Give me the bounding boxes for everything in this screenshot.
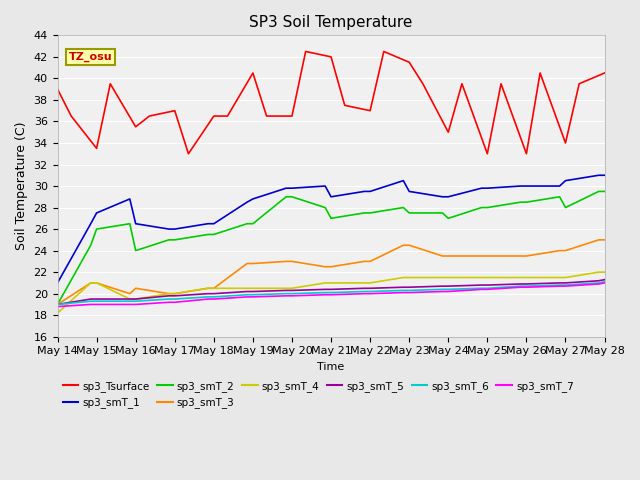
Legend: sp3_Tsurface, sp3_smT_1, sp3_smT_2, sp3_smT_3, sp3_smT_4, sp3_smT_5, sp3_smT_6, : sp3_Tsurface, sp3_smT_1, sp3_smT_2, sp3_… bbox=[63, 381, 574, 408]
X-axis label: Time: Time bbox=[317, 362, 345, 372]
Title: SP3 Soil Temperature: SP3 Soil Temperature bbox=[250, 15, 413, 30]
Text: TZ_osu: TZ_osu bbox=[68, 52, 112, 62]
Y-axis label: Soil Temperature (C): Soil Temperature (C) bbox=[15, 122, 28, 250]
